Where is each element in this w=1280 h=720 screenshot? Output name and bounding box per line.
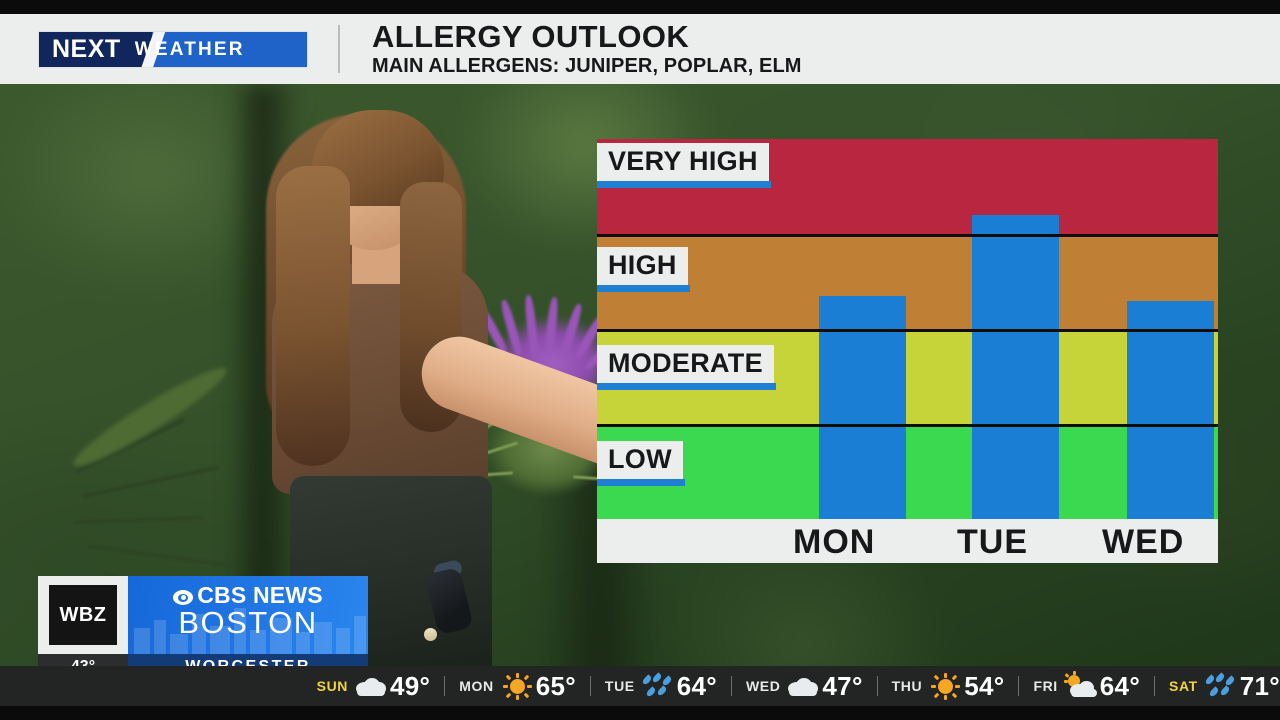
ticker-temperature: 64°: [676, 670, 717, 701]
ticker-day-tue[interactable]: TUE 64°: [605, 666, 717, 706]
level-label-text: LOW: [608, 444, 672, 474]
ring: [424, 628, 437, 641]
level-label-underline: [597, 181, 771, 188]
cbs-eye-icon: [173, 590, 194, 605]
hair-strand-left: [276, 166, 350, 466]
allergy-outlook-chart: VERY HIGH HIGH MODERATE LOW MON TUE WED: [597, 139, 1218, 563]
ticker-separator: [589, 676, 591, 696]
axis-label-wed: WED: [1102, 523, 1185, 561]
rain-icon: [1204, 672, 1238, 699]
cbs-news-text: CBS NEWS: [197, 582, 323, 608]
band-divider: [597, 234, 1218, 237]
station-branding: WBZ CBS NEWS BOSTON 43° WOR: [38, 576, 368, 680]
ticker-day-label: FRI: [1033, 678, 1058, 694]
chart-axis-band: [597, 519, 1218, 563]
ticker-day-label: SAT: [1169, 678, 1198, 694]
ticker-temperature: 64°: [1099, 670, 1141, 701]
logo-next-text: NEXT: [52, 34, 121, 63]
band-low: [597, 424, 1218, 519]
bar-mon: [819, 295, 906, 519]
level-label-moderate: MODERATE: [597, 345, 776, 390]
band-divider: [597, 424, 1218, 427]
axis-label-mon: MON: [793, 523, 876, 561]
level-label-underline: [597, 479, 685, 486]
boston-skyline-graphic: [128, 602, 368, 654]
ticker-temperature: 47°: [822, 670, 863, 701]
wbz-logo-frame: WBZ: [38, 576, 128, 654]
boston-text: BOSTON: [178, 605, 318, 640]
logo-right-panel: [151, 31, 307, 67]
ticker-temperature: 65°: [535, 670, 576, 701]
header-titles: ALLERGY OUTLOOK MAIN ALLERGENS: JUNIPER,…: [372, 20, 802, 78]
band-divider: [597, 329, 1218, 332]
ticker-separator: [444, 676, 446, 696]
ticker-day-wed[interactable]: WED 47°: [746, 666, 863, 706]
axis-label-tue: TUE: [957, 523, 1028, 561]
page-title: ALLERGY OUTLOOK: [372, 19, 690, 54]
ticker-separator: [1154, 676, 1156, 696]
logo-weather-text: WEATHER: [134, 38, 245, 60]
ticker-separator: [876, 676, 878, 696]
bottom-letterbox: [0, 706, 1280, 720]
header-divider: [338, 25, 340, 73]
cbs-news-line: CBS NEWS: [128, 583, 368, 608]
ticker-temperature: 54°: [964, 670, 1005, 701]
cbs-news-boston-bug: CBS NEWS BOSTON: [128, 576, 368, 654]
ticker-day-fri[interactable]: FRI 64°: [1033, 666, 1140, 706]
band-high: [597, 234, 1218, 329]
level-label-underline: [597, 383, 776, 390]
ticker-day-label: THU: [891, 678, 923, 694]
level-label-low: LOW: [597, 441, 685, 486]
level-label-high: HIGH: [597, 247, 690, 292]
level-label-text: MODERATE: [608, 348, 763, 378]
forecast-ticker: SUN 49° MON 65° TUE 64° WED 47° THU 54° FRI 64° SAT 7…: [0, 666, 1280, 706]
top-letterbox: [0, 0, 1280, 14]
wbz-logo: WBZ: [49, 585, 117, 645]
ticker-day-thu[interactable]: THU 54°: [892, 666, 1005, 706]
ticker-separator: [730, 676, 732, 696]
cloud-icon: [786, 673, 820, 699]
level-label-very-high: VERY HIGH: [597, 143, 771, 188]
ticker-day-label: SUN: [316, 678, 349, 694]
header-banner: NEXT WEATHER ALLERGY OUTLOOK MAIN ALLERG…: [0, 14, 1280, 84]
ticker-day-mon[interactable]: MON 65°: [459, 666, 576, 706]
ticker-day-sun[interactable]: SUN 49°: [317, 666, 431, 706]
ticker-day-label: WED: [745, 678, 781, 694]
bar-tue: [972, 215, 1059, 519]
ticker-temperature: 49°: [390, 670, 431, 701]
level-label-text: HIGH: [608, 250, 677, 280]
sun-icon: [928, 673, 962, 700]
ticker-temperature: 71°: [1239, 670, 1280, 701]
level-label-text: VERY HIGH: [608, 146, 758, 176]
ticker-day-label: TUE: [604, 678, 635, 694]
logo-left-panel: [39, 31, 152, 67]
page-subtitle: MAIN ALLERGENS: JUNIPER, POPLAR, ELM: [372, 55, 802, 77]
ticker-day-sat[interactable]: SAT 71°: [1169, 666, 1280, 706]
level-label-underline: [597, 285, 690, 292]
bar-wed: [1127, 300, 1214, 519]
sun-icon: [500, 673, 534, 700]
ticker-day-label: MON: [459, 678, 494, 694]
cloud-icon: [354, 673, 388, 699]
sun-behind-cloud-icon: [1063, 671, 1098, 699]
ticker-separator: [1018, 676, 1020, 696]
rain-icon: [641, 672, 675, 699]
next-weather-logo: NEXT WEATHER: [38, 30, 308, 68]
